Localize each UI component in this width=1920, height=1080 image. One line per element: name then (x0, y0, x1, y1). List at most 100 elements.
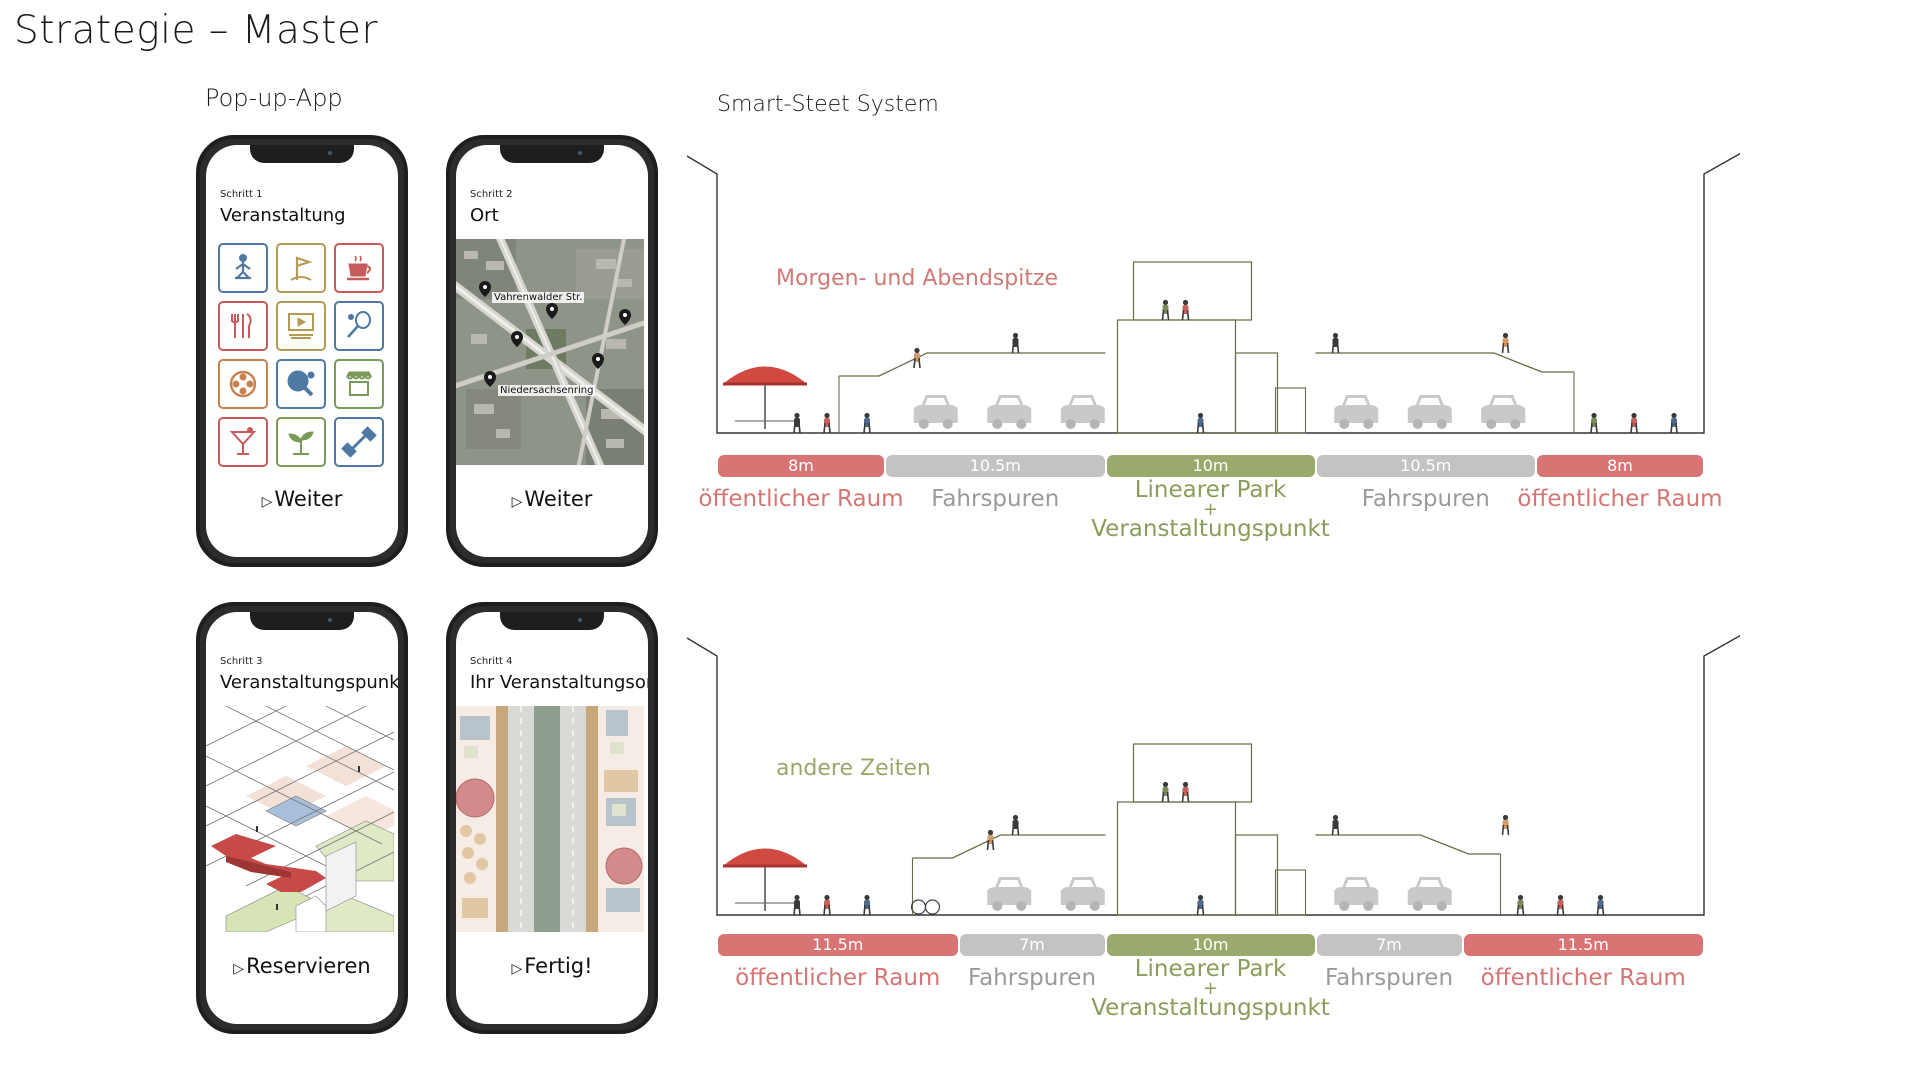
person-figure (913, 347, 921, 369)
lane-label-plus: + (1202, 499, 1219, 521)
street-section-drawing (686, 634, 1740, 916)
isometric-venue-plan[interactable] (206, 706, 398, 932)
lane-width-pill: 8m (1537, 455, 1703, 477)
person-figure (1181, 781, 1190, 803)
car-icon (1407, 395, 1452, 429)
phone-step-3: Schritt 3 Veranstaltungspunkt (196, 602, 408, 1034)
film-reel-icon (229, 370, 257, 398)
person-figure (1181, 299, 1190, 321)
phone-notch (250, 612, 354, 630)
person-figure (1196, 412, 1205, 434)
person-figure (823, 894, 831, 916)
person-figure (1670, 412, 1678, 434)
screen-title: Ort (470, 205, 499, 226)
lane-width-pill: 7m (959, 934, 1105, 956)
lane-label-line: Veranstaltungspunkt (1091, 516, 1330, 543)
phone-screen: Schritt 4 Ihr Veranstaltungsort (456, 612, 648, 1024)
phone-screen: Schritt 1 Veranstaltung ▷Weiter (206, 145, 398, 557)
bicycle-wheel (924, 899, 941, 915)
event-tile[interactable] (218, 359, 268, 409)
event-tile[interactable] (334, 301, 384, 351)
yoga-icon (235, 254, 251, 280)
lane-label-plus: + (1202, 978, 1219, 1000)
market-stall-icon (346, 371, 372, 396)
car-icon (1334, 877, 1379, 911)
coffee-icon (347, 255, 371, 281)
bicycle-wheel (910, 899, 927, 915)
play-icon: ▷ (511, 961, 523, 977)
car-icon (987, 877, 1032, 911)
section-time-label: Morgen- und Abendspitze (776, 266, 1059, 291)
phone-step-4: Schritt 4 Ihr Veranstaltungsort (446, 602, 658, 1034)
plant-icon (288, 431, 314, 455)
lane-width-pill: 7m (1316, 934, 1462, 956)
lane-label: Linearer Park + Veranstaltungspunkt (1076, 477, 1346, 543)
event-tile[interactable] (276, 359, 326, 409)
cinema-icon (288, 313, 314, 339)
venue-layout-image (456, 706, 644, 932)
lane-label: öffentlicher Raum (1517, 486, 1723, 512)
person-figure (1516, 894, 1525, 916)
lane-label-line: Linearer Park (1134, 477, 1287, 503)
badminton-icon (347, 311, 371, 338)
event-tile[interactable] (218, 417, 268, 467)
lane-width-pill: 8m (718, 455, 884, 477)
person-figure (1590, 412, 1598, 434)
play-icon: ▷ (511, 494, 523, 510)
car-icon (1060, 877, 1105, 911)
section-time-label: andere Zeiten (776, 756, 931, 781)
dining-icon (231, 313, 252, 338)
phone-step-1: Schritt 1 Veranstaltung ▷Weiter (196, 135, 408, 567)
system-section-title: Smart-Steet System (717, 92, 939, 117)
venue-layout-plan[interactable] (456, 706, 648, 932)
lane-width-pill: 11.5m (718, 934, 958, 956)
lane-label-line: Linearer Park (1134, 956, 1287, 982)
step-label: Schritt 3 (220, 656, 263, 667)
event-tile[interactable] (276, 301, 326, 351)
aerial-map-image (456, 239, 648, 465)
map-label-niedersachsenring: Niedersachsenring (498, 385, 596, 396)
event-icon-grid (218, 243, 398, 467)
next-button[interactable]: ▷Weiter (206, 487, 398, 511)
lane-label: Linearer Park + Veranstaltungspunkt (1076, 956, 1346, 1022)
lane-width-pill: 10.5m (1316, 455, 1535, 477)
cocktail-icon (229, 427, 257, 455)
screen-title: Veranstaltungspunkt (220, 672, 398, 693)
event-tile[interactable] (334, 417, 384, 467)
next-button[interactable]: ▷Weiter (456, 487, 648, 511)
finish-button[interactable]: ▷Fertig! (456, 954, 648, 978)
lane-label: Fahrspuren (1324, 965, 1454, 991)
next-button-label: Weiter (274, 487, 343, 511)
lane-width-pill: 10.5m (886, 455, 1105, 477)
lane-label: Fahrspuren (931, 486, 1060, 512)
phone-screen: Schritt 2 Ort (456, 145, 648, 557)
lane-label: öffentlicher Raum (735, 965, 941, 991)
lane-label-line: Veranstaltungspunkt (1091, 995, 1330, 1022)
reserve-button-label: Reservieren (246, 954, 371, 978)
phone-screen: Schritt 3 Veranstaltungspunkt (206, 612, 398, 1024)
lane-label: öffentlicher Raum (698, 486, 904, 512)
person-figure (793, 894, 801, 916)
car-icon (1060, 395, 1105, 429)
car-icon (987, 395, 1032, 429)
reserve-button[interactable]: ▷Reservieren (206, 954, 398, 978)
step-label: Schritt 4 (470, 656, 513, 667)
isometric-plan-image (206, 706, 395, 932)
person-figure (1196, 894, 1205, 916)
car-icon (913, 395, 958, 429)
event-tile[interactable] (218, 301, 268, 351)
event-tile[interactable] (334, 359, 384, 409)
event-tile[interactable] (218, 243, 268, 293)
person-figure (1556, 894, 1565, 916)
person-figure (793, 412, 801, 434)
event-tile[interactable] (276, 417, 326, 467)
aerial-map[interactable]: Vahrenwalder Str. Niedersachsenring (456, 239, 648, 465)
event-tile[interactable] (276, 243, 326, 293)
event-tile[interactable] (334, 243, 384, 293)
car-icon (1334, 395, 1379, 429)
map-label-vahrenwalder: Vahrenwalder Str. (492, 292, 585, 303)
lane-label: öffentlicher Raum (1480, 965, 1686, 991)
person-figure (1011, 814, 1020, 836)
page-title: Strategie – Master (14, 8, 378, 53)
step-label: Schritt 1 (220, 189, 263, 200)
